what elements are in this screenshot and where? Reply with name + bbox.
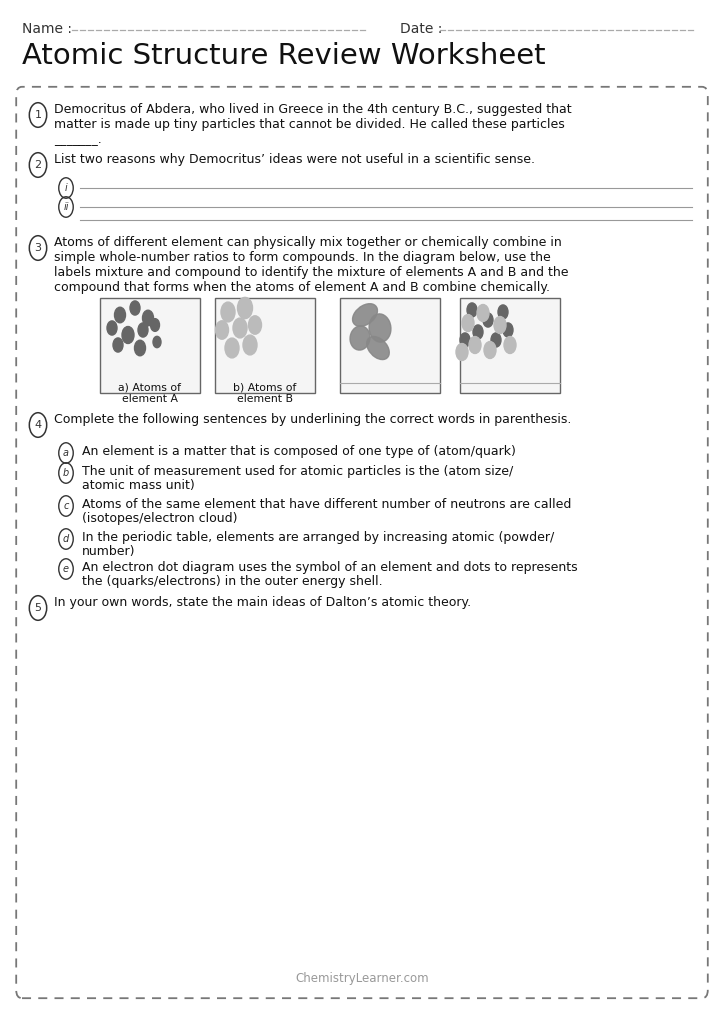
Text: (isotopes/electron cloud): (isotopes/electron cloud) [82,512,237,525]
Text: List two reasons why Democritus’ ideas were not useful in a scientific sense.: List two reasons why Democritus’ ideas w… [54,153,535,166]
Text: ii: ii [63,202,69,212]
Text: 2: 2 [35,160,41,170]
Text: In the periodic table, elements are arranged by increasing atomic (powder/: In the periodic table, elements are arra… [82,531,555,544]
Text: d: d [63,534,69,544]
Circle shape [504,337,516,353]
Text: simple whole-number ratios to form compounds. In the diagram below, use the: simple whole-number ratios to form compo… [54,251,551,264]
Text: e: e [63,564,69,574]
Text: In your own words, state the main ideas of Dalton’s atomic theory.: In your own words, state the main ideas … [54,596,471,609]
Circle shape [221,302,235,322]
Circle shape [477,304,489,322]
Circle shape [503,323,513,337]
Text: the (quarks/electrons) in the outer energy shell.: the (quarks/electrons) in the outer ener… [82,575,382,588]
Bar [215,298,315,393]
Circle shape [460,333,470,347]
Text: element B: element B [237,394,293,404]
Text: c: c [63,501,69,511]
Text: Name :: Name : [22,22,72,36]
Text: atomic mass unit): atomic mass unit) [82,479,195,492]
Text: number): number) [82,545,135,558]
Text: Democritus of Abdera, who lived in Greece in the 4th century B.C., suggested tha: Democritus of Abdera, who lived in Greec… [54,103,572,116]
Text: b) Atoms of: b) Atoms of [233,383,297,393]
Text: 5: 5 [35,603,41,613]
FancyBboxPatch shape [16,87,708,998]
Text: a) Atoms of: a) Atoms of [119,383,182,393]
Circle shape [243,335,257,355]
Circle shape [151,318,159,332]
Text: _______.: _______. [54,133,102,146]
Text: labels mixture and compound to identify the mixture of elements A and B and the: labels mixture and compound to identify … [54,266,568,279]
Circle shape [491,333,501,347]
Circle shape [122,327,134,343]
Circle shape [248,315,261,334]
Circle shape [473,325,483,339]
Text: 1: 1 [35,110,41,120]
Circle shape [484,342,496,358]
Circle shape [216,321,229,339]
Ellipse shape [369,314,391,342]
Text: Date :: Date : [400,22,442,36]
Circle shape [498,305,508,319]
Circle shape [135,340,146,355]
Text: The unit of measurement used for atomic particles is the (atom size/: The unit of measurement used for atomic … [82,465,513,478]
Text: Complete the following sentences by underlining the correct words in parenthesis: Complete the following sentences by unde… [54,413,571,426]
Circle shape [130,301,140,315]
Text: 4: 4 [35,420,41,430]
Circle shape [153,336,161,348]
Circle shape [113,338,123,352]
Circle shape [462,314,474,332]
Text: Atoms of the same element that have different number of neutrons are called: Atoms of the same element that have diff… [82,498,571,511]
Circle shape [483,313,493,327]
Circle shape [494,316,506,334]
Bar [340,298,440,393]
Text: ChemistryLearner.com: ChemistryLearner.com [295,972,429,985]
Text: matter is made up tiny particles that cannot be divided. He called these particl: matter is made up tiny particles that ca… [54,118,565,131]
Text: i: i [64,183,67,193]
Text: a: a [63,449,69,458]
Bar [460,298,560,393]
Text: Atoms of different element can physically mix together or chemically combine in: Atoms of different element can physicall… [54,236,562,249]
Text: An element is a matter that is composed of one type of (atom/quark): An element is a matter that is composed … [82,445,516,458]
Text: Atomic Structure Review Worksheet: Atomic Structure Review Worksheet [22,42,546,70]
Ellipse shape [367,337,390,359]
Ellipse shape [353,304,377,327]
Circle shape [138,323,148,337]
Bar [100,298,200,393]
Circle shape [233,318,247,338]
Ellipse shape [350,326,370,350]
Text: An electron dot diagram uses the symbol of an element and dots to represents: An electron dot diagram uses the symbol … [82,561,578,574]
Circle shape [114,307,125,323]
Text: element A: element A [122,394,178,404]
Circle shape [237,297,253,318]
Circle shape [143,310,153,326]
Circle shape [225,338,239,358]
Circle shape [456,343,468,360]
Text: compound that forms when the atoms of element A and B combine chemically.: compound that forms when the atoms of el… [54,281,550,294]
Text: b: b [63,468,69,478]
Circle shape [107,321,117,335]
Circle shape [467,303,477,317]
Text: 3: 3 [35,243,41,253]
Circle shape [469,337,481,353]
